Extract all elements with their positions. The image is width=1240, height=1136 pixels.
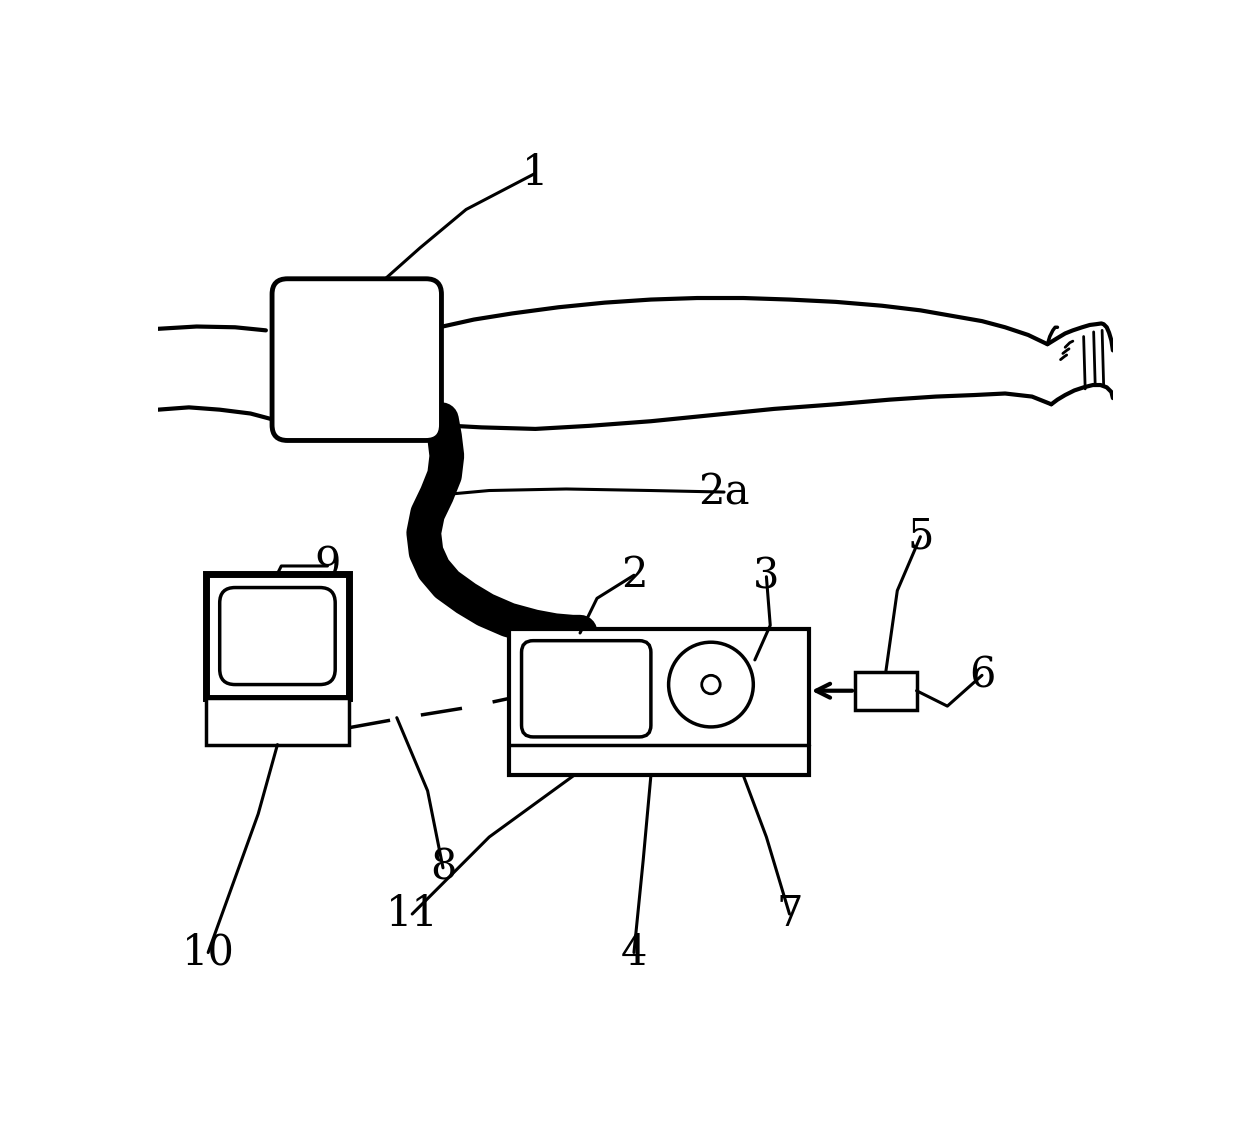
Text: 7: 7 (776, 893, 802, 935)
Text: 2: 2 (621, 554, 647, 596)
Text: 8: 8 (430, 846, 456, 888)
Text: 4: 4 (621, 932, 647, 974)
FancyBboxPatch shape (272, 278, 441, 441)
Text: 11: 11 (386, 893, 439, 935)
Bar (854, 673, 916, 710)
Text: 2a: 2a (698, 471, 750, 513)
FancyBboxPatch shape (219, 587, 335, 685)
FancyBboxPatch shape (522, 641, 651, 737)
Text: 5: 5 (908, 516, 934, 558)
Text: 1: 1 (522, 152, 548, 194)
Circle shape (702, 675, 720, 694)
Bar (206, 574, 350, 699)
Text: 9: 9 (314, 545, 341, 587)
Text: 3: 3 (753, 556, 780, 598)
Text: 10: 10 (182, 932, 234, 974)
Bar (206, 699, 350, 744)
Circle shape (668, 642, 754, 727)
Bar (510, 629, 808, 776)
Text: 6: 6 (968, 654, 996, 696)
